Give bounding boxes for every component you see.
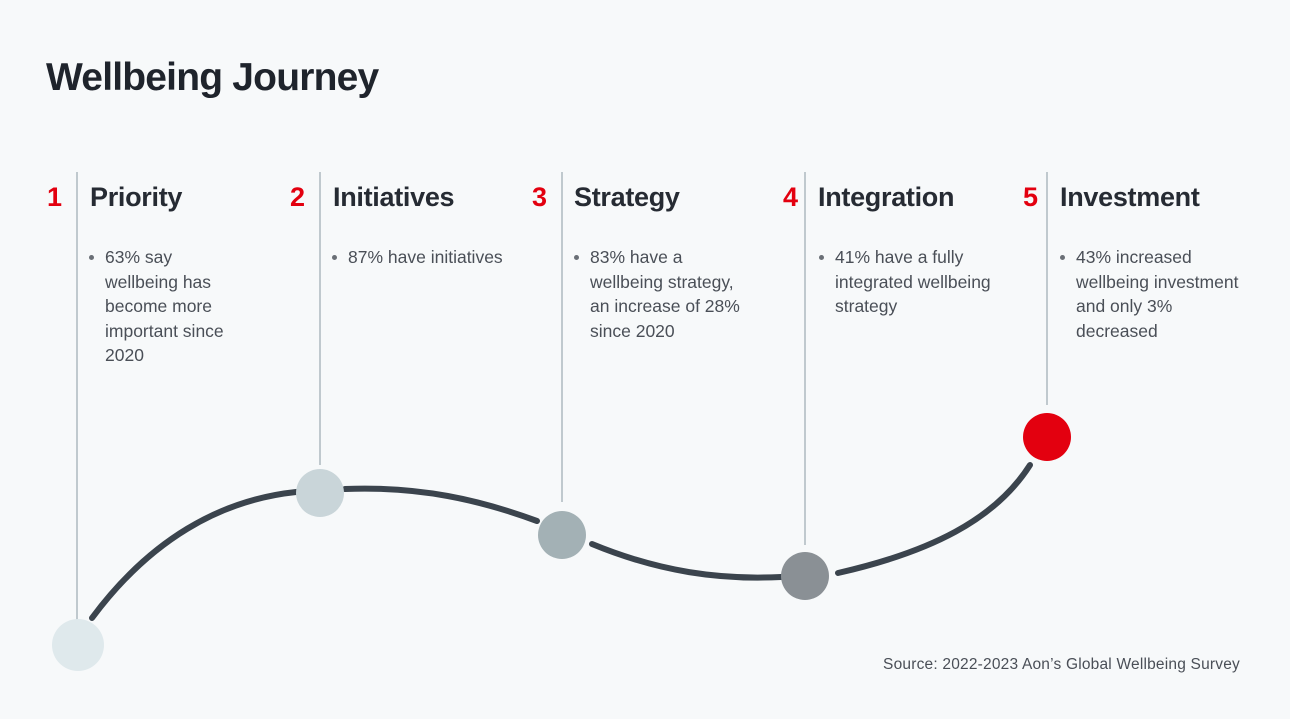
stage-marker-1 <box>52 619 104 671</box>
stage-heading: Investment <box>1060 182 1200 212</box>
stage-heading: Initiatives <box>333 182 455 212</box>
stage-number: 4 <box>782 182 798 212</box>
stage-marker-2 <box>296 469 344 517</box>
stage-text: 43% increased wellbeing investment and o… <box>1059 245 1241 343</box>
stage-text: 83% have a wellbeing strategy, an increa… <box>573 245 750 343</box>
stage-text: 63% say wellbeing has become more import… <box>88 245 245 368</box>
stage-marker-5 <box>1023 413 1071 461</box>
stage-heading: Integration <box>818 182 955 212</box>
stage-marker-4 <box>781 552 829 600</box>
stage-text: 87% have initiatives <box>331 245 518 270</box>
stage-number: 2 <box>289 182 305 212</box>
source-note: Source: 2022-2023 Aon’s Global Wellbeing… <box>883 656 1240 673</box>
page-title: Wellbeing Journey <box>46 56 379 99</box>
journey-curve <box>89 462 1033 621</box>
stage-heading: Priority <box>90 182 183 212</box>
stage-number: 5 <box>1022 182 1038 212</box>
connector-lines <box>76 172 1048 620</box>
stage-heading: Strategy <box>574 182 680 212</box>
stage-text: 41% have a fully integrated wellbeing st… <box>818 245 995 319</box>
stage-marker-3 <box>538 511 586 559</box>
stage-number: 1 <box>46 182 62 212</box>
stage-number: 3 <box>531 182 547 212</box>
